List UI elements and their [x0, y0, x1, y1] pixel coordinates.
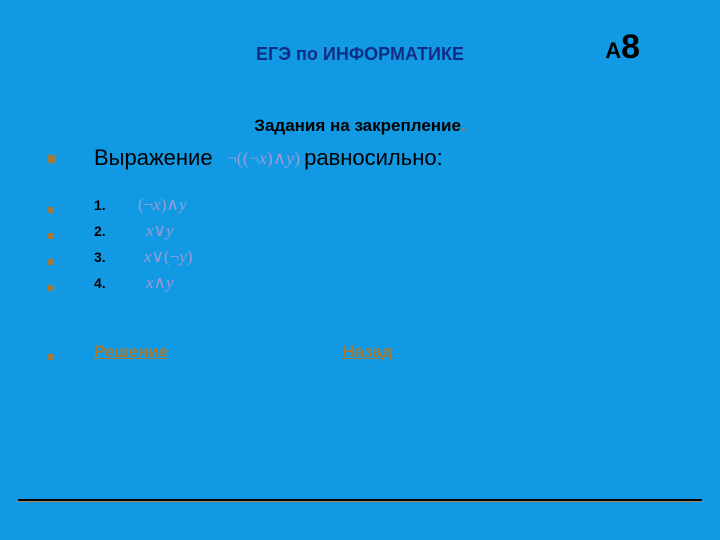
- subtitle: Задания на закрепление.: [60, 116, 660, 136]
- header-title: ЕГЭ по ИНФОРМАТИКЕ: [60, 40, 660, 68]
- statement-prefix: Выражение: [94, 145, 213, 171]
- option-number: 2.: [94, 223, 134, 239]
- header: ЕГЭ по ИНФОРМАТИКЕ А8: [60, 40, 660, 90]
- content: Выражение ¬((¬x) ∧ y) равносильно: 1. (¬…: [48, 144, 660, 362]
- option-number: 3.: [94, 249, 134, 265]
- question-code: А8: [605, 28, 640, 67]
- bullet-icon: [48, 354, 54, 360]
- bullet-icon: [48, 285, 54, 291]
- subtitle-period: .: [461, 116, 466, 135]
- slide: ЕГЭ по ИНФОРМАТИКЕ А8 Задания на закрепл…: [0, 0, 720, 540]
- list-item: 4. x ∧ y: [48, 270, 660, 296]
- bullet-icon: [48, 259, 54, 265]
- bullet-icon: [48, 207, 54, 213]
- statement-suffix: равносильно:: [304, 145, 443, 171]
- option-expression: x ∧ y: [146, 273, 174, 293]
- option-expression: (¬x) ∧ y: [138, 195, 186, 215]
- divider: [18, 499, 702, 502]
- main-expression: ¬((¬x) ∧ y): [223, 144, 305, 172]
- list-item: 3. x ∨ (¬y): [48, 244, 660, 270]
- bullet-icon: [48, 155, 56, 163]
- code-number: 8: [621, 28, 640, 66]
- list-item: 1. (¬x) ∧ y: [48, 192, 660, 218]
- option-number: 4.: [94, 275, 134, 291]
- option-number: 1.: [94, 197, 134, 213]
- option-expression: x ∨ (¬y): [138, 247, 192, 267]
- main-statement: Выражение ¬((¬x) ∧ y) равносильно:: [94, 144, 443, 172]
- code-letter: А: [605, 38, 621, 63]
- back-link[interactable]: Назад: [342, 342, 392, 362]
- main-statement-row: Выражение ¬((¬x) ∧ y) равносильно:: [48, 144, 660, 172]
- subtitle-text: Задания на закрепление: [254, 116, 461, 135]
- bullet-icon: [48, 233, 54, 239]
- links-row: Решение Назад: [48, 342, 660, 362]
- options-list: 1. (¬x) ∧ y 2. x ∨ y 3. x ∨ (¬y): [48, 192, 660, 296]
- list-item: 2. x ∨ y: [48, 218, 660, 244]
- option-expression: x ∨ y: [138, 221, 174, 241]
- solution-link[interactable]: Решение: [94, 342, 168, 362]
